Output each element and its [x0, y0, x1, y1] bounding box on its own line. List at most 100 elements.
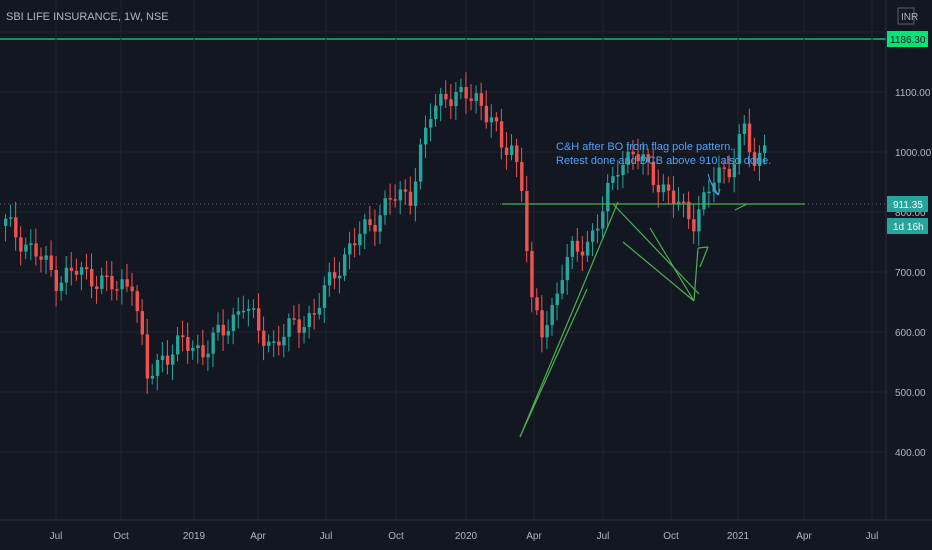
- candle-body: [510, 145, 514, 155]
- candle-body: [530, 251, 534, 298]
- candle-body: [575, 240, 580, 252]
- candle-body: [388, 198, 392, 200]
- annotation-line-2: Retest done and DCB above 910 also done.: [556, 155, 771, 167]
- price-tick-label: 800.00: [895, 208, 926, 219]
- price-tick-label: 700.00: [895, 268, 926, 279]
- alert-price-badge[interactable]: [887, 31, 928, 47]
- candle-body: [459, 87, 463, 93]
- candle-body: [590, 230, 595, 242]
- candle-body: [444, 93, 448, 100]
- candle-body: [671, 190, 676, 204]
- candle-body: [752, 152, 757, 167]
- grid: [0, 0, 886, 520]
- time-tick-label: Jul: [597, 531, 610, 542]
- price-tick-label: 1000.00: [895, 148, 932, 159]
- candle-body: [682, 201, 686, 204]
- candle-body: [712, 182, 716, 192]
- candle-body: [231, 314, 236, 331]
- candle-body: [221, 324, 225, 336]
- candle-body: [565, 256, 570, 281]
- candle-body: [90, 269, 94, 287]
- candle-body: [19, 237, 23, 252]
- candle-body: [307, 313, 311, 328]
- candle-body: [479, 93, 484, 106]
- last-price-label: 911.35: [893, 200, 923, 211]
- candle-body: [545, 325, 549, 338]
- candle-body: [181, 335, 185, 338]
- candle-body: [429, 119, 433, 128]
- candle-body: [434, 105, 438, 120]
- candle-body: [39, 256, 43, 260]
- candle-body: [727, 168, 731, 178]
- candle-body: [267, 341, 271, 346]
- time-tick-label: Oct: [663, 531, 679, 542]
- candle-body: [641, 154, 645, 162]
- price-tick-label: 400.00: [895, 448, 926, 459]
- candle-body: [110, 275, 114, 290]
- trend-line: [649, 227, 695, 302]
- candle-body: [322, 285, 327, 308]
- candle-body: [29, 243, 33, 245]
- candle-body: [282, 336, 286, 346]
- candle-body: [707, 191, 711, 194]
- candle-body: [611, 176, 615, 183]
- candle-body: [241, 310, 246, 313]
- candle-body: [580, 251, 585, 256]
- candle-body: [155, 359, 160, 376]
- trend-line: [612, 203, 700, 295]
- candle-body: [520, 161, 524, 191]
- candle-body: [59, 282, 64, 291]
- time-tick-label: Jul: [50, 531, 63, 542]
- candle-body: [332, 272, 337, 279]
- candle-body: [79, 267, 84, 275]
- candle-body: [697, 209, 701, 232]
- candle-body: [439, 93, 443, 106]
- time-tick-label: 2020: [455, 531, 478, 542]
- time-axis-labels: Jul Oct 2019 Apr Jul Oct 2020 Apr Jul Oct 2021 Apr J…: [50, 531, 879, 542]
- candle-body: [757, 152, 762, 167]
- trend-line: [697, 246, 709, 249]
- candle-body: [262, 330, 266, 346]
- candle-body: [343, 254, 347, 276]
- candle-body: [14, 217, 18, 238]
- candle-body: [145, 334, 150, 379]
- candle-body: [4, 218, 8, 226]
- candle-body: [651, 161, 656, 185]
- candle-body: [170, 354, 175, 365]
- candle-body: [34, 243, 38, 257]
- candle-body: [732, 163, 737, 178]
- candle-body: [297, 319, 301, 333]
- candle-body: [661, 184, 666, 193]
- candle-body: [423, 127, 428, 145]
- currency-box[interactable]: [897, 7, 915, 25]
- time-tick-label: Oct: [388, 531, 404, 542]
- candle-body: [373, 225, 377, 232]
- candle-body: [130, 286, 134, 292]
- candle-body: [64, 267, 69, 283]
- candle-body: [115, 289, 119, 291]
- time-tick-label: Apr: [526, 531, 542, 542]
- candle-body: [140, 311, 145, 335]
- price-tick-label: 500.00: [895, 388, 926, 399]
- trend-line: [734, 203, 748, 211]
- candle-body: [378, 215, 382, 232]
- last-price-badge[interactable]: [887, 196, 928, 212]
- candle-body: [393, 199, 398, 201]
- candle-body: [44, 255, 48, 260]
- candle-body: [74, 270, 79, 275]
- candle-body: [95, 286, 99, 289]
- candle-body: [257, 308, 261, 331]
- candle-body: [226, 330, 231, 336]
- candle-body: [150, 375, 155, 379]
- candle-body: [216, 324, 220, 333]
- candle-body: [747, 123, 752, 153]
- candle-body: [292, 318, 296, 320]
- candle-body: [403, 189, 408, 192]
- candle-body: [469, 98, 473, 101]
- candle-body: [186, 337, 190, 351]
- annotation-arrow: [707, 173, 719, 195]
- candle-body: [49, 255, 53, 270]
- candle-body: [368, 219, 372, 226]
